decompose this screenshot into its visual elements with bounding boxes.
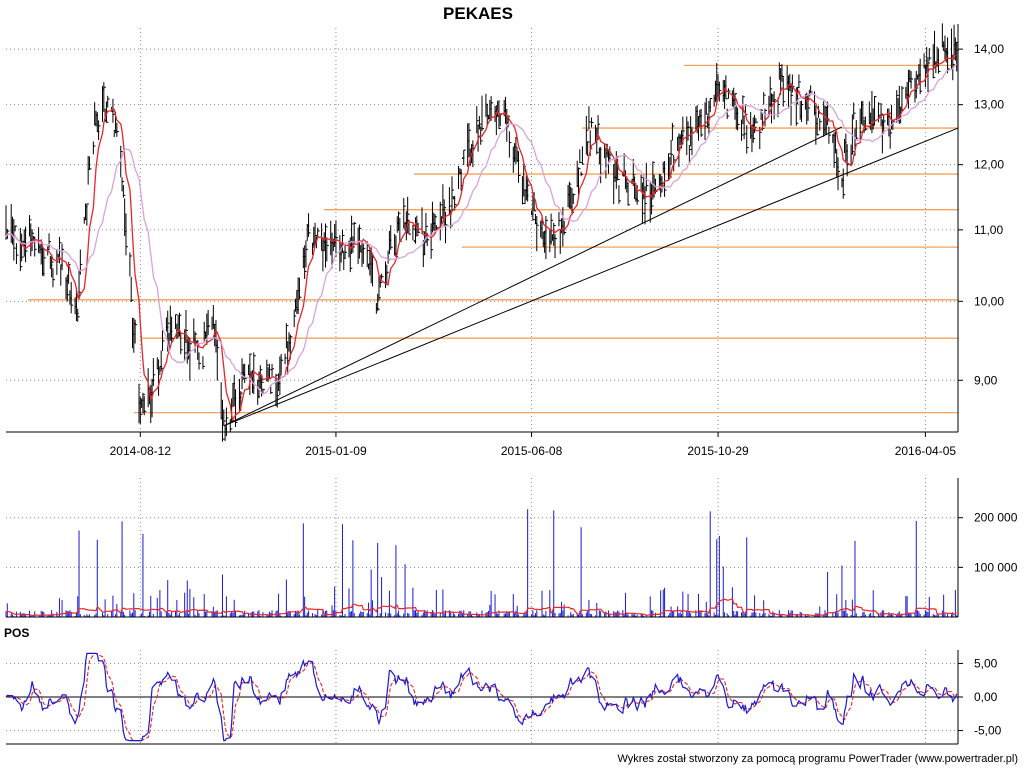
moving-averages — [5, 54, 958, 422]
volume-average — [5, 598, 957, 617]
price-y-tick-label: 13,00 — [974, 98, 1004, 112]
oscillator-grid — [6, 650, 958, 744]
oscillator-y-tick-label: 0,00 — [974, 690, 998, 704]
oscillator-y-tick-label: 5,00 — [974, 656, 998, 670]
oscillator-signal-line — [5, 652, 957, 742]
volume-y-tick-label: 100 000 — [974, 560, 1018, 574]
trend-line — [223, 127, 959, 427]
oscillator-line — [5, 652, 958, 742]
volume-bars — [5, 509, 958, 617]
price-axes: 2014-08-12 2015-01-09 2015-06-08 2015-10-29… — [6, 24, 1004, 458]
price-y-tick-label: 12,00 — [974, 158, 1004, 172]
footer-credit: Wykres został stworzony za pomocą progra… — [617, 753, 1018, 765]
price-x-tick-label: 2016-04-05 — [895, 444, 957, 458]
price-y-tick-label: 14,00 — [974, 42, 1004, 56]
oscillator-label: POS — [4, 626, 29, 640]
support-resistance-levels — [28, 64, 958, 414]
volume-axes: 100 000 200 000 — [6, 478, 1018, 618]
oscillator-lines — [5, 652, 958, 742]
trend-line — [223, 126, 843, 427]
price-y-tick-label: 10,00 — [974, 294, 1004, 308]
chart-title: PEKAES — [443, 4, 513, 23]
moving-average-line — [5, 54, 957, 422]
oscillator-axes: 5,00 0,00 -5,00 — [6, 650, 1002, 745]
price-bars — [5, 23, 959, 442]
oscillator-y-tick-label: -5,00 — [974, 724, 1002, 738]
price-y-tick-label: 11,00 — [974, 223, 1003, 237]
volume-grid — [6, 478, 958, 617]
price-x-tick-label: 2015-06-08 — [501, 444, 563, 458]
price-y-tick-label: 9,00 — [974, 373, 998, 387]
volume-y-tick-label: 200 000 — [974, 511, 1018, 525]
price-grid — [6, 28, 958, 432]
price-x-tick-label: 2015-01-09 — [305, 444, 367, 458]
price-x-tick-label: 2014-08-12 — [110, 444, 172, 458]
volume-average-line — [5, 598, 957, 617]
trend-lines — [223, 126, 959, 427]
price-x-tick-label: 2015-10-29 — [687, 444, 749, 458]
moving-average-line — [5, 63, 958, 395]
